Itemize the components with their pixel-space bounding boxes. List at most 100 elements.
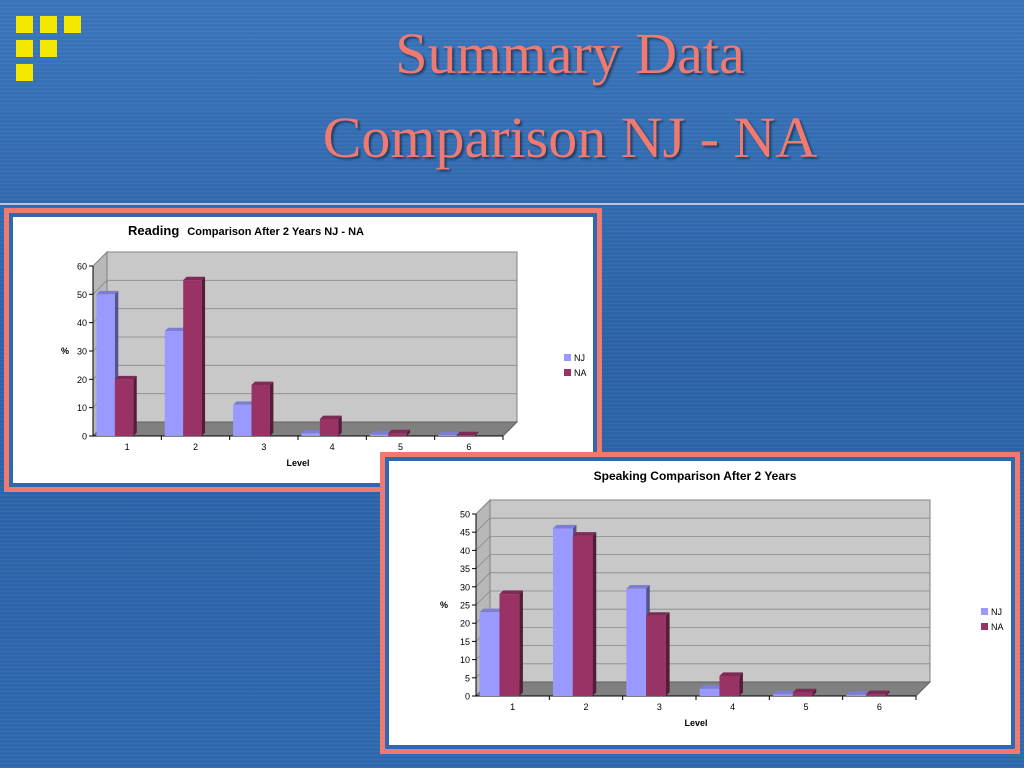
bar-side [201,276,206,436]
bar-front [369,434,389,436]
x-axis-label: Level [684,718,707,728]
bar-side [133,375,137,436]
bar-front [388,433,407,436]
y-tick-label: 25 [460,601,470,611]
bar-front [626,588,647,696]
x-tick-label: 6 [877,702,882,712]
bar-top [319,415,342,419]
bar-front [479,612,500,696]
gridline-side [475,554,491,569]
bar-front [773,694,793,696]
y-tick-label: 0 [82,432,87,442]
slide-title-line1: Summary Data [395,21,745,86]
bar-top [183,276,206,281]
x-tick-label: 2 [193,442,198,452]
gridline-side [475,517,491,533]
reading-chart-panel: Reading Comparison After 2 Years NJ - NA 0… [13,217,593,483]
chart-title: Reading Comparison After 2 Years NJ - NA [128,223,364,238]
bar-top [626,584,650,589]
legend-swatch-na [981,623,988,630]
bar-na-level-2 [572,532,597,696]
bar-na-level-1 [114,375,137,436]
bar-front [572,535,593,696]
bar-front [719,675,740,696]
title-divider [0,203,1024,205]
bar-front [164,331,184,436]
bar-front [251,385,270,436]
bar-top [699,685,724,689]
gridline-side [92,280,108,295]
gridline-side [475,536,491,551]
legend-label-na: NA [574,368,587,378]
x-tick-label: 1 [125,442,130,452]
y-tick-label: 50 [77,290,87,300]
x-tick-label: 4 [730,702,735,712]
bar-side [519,590,523,696]
bar-front [456,435,475,436]
bar-front [792,692,813,696]
bar-top [114,375,137,380]
y-tick-label: 40 [77,318,87,328]
bar-front [699,688,720,696]
speaking-chart-panel: Speaking Comparison After 2 Years 0 5 10 15 2… [389,461,1011,745]
gridline-side [475,590,491,606]
bar-na-level-1 [499,590,523,696]
bar-top [572,532,597,536]
bar-side [474,431,479,436]
bar-top [646,612,670,616]
x-tick-label: 4 [330,442,335,452]
y-tick-label: 50 [460,510,470,520]
y-tick-label: 20 [460,619,470,629]
x-tick-label: 5 [803,702,808,712]
bar-na-level-3 [251,381,274,436]
y-tick-label: 0 [465,692,470,702]
bar-top [553,524,577,529]
bar-front [96,294,115,436]
bar-front [183,280,202,436]
bar-side [885,690,890,696]
bar-side [592,532,597,696]
legend-swatch-na [564,369,571,376]
bar-top [233,401,255,405]
bar-na-level-3 [646,612,670,696]
bar-na-level-6 [866,690,890,696]
speaking-chart: Speaking Comparison After 2 Years0510152… [440,469,1004,728]
y-tick-label: 45 [460,528,470,538]
y-axis-label: % [61,346,69,356]
bar-top [479,608,504,613]
bar-front [553,528,573,696]
legend-label-nj: NJ [574,353,585,363]
bar-front [233,404,252,436]
bar-front [438,435,457,436]
bar-top [251,381,274,385]
bar-na-level-5 [792,688,817,696]
bar-front [846,694,867,696]
legend-label-na: NA [991,622,1004,632]
reading-chart: Reading Comparison After 2 Years NJ - NA 0… [61,223,587,468]
x-tick-label: 6 [466,442,471,452]
legend-swatch-nj [564,354,571,361]
bar-na-level-6 [456,431,479,436]
chart-title: Speaking Comparison After 2 Years [594,469,797,483]
y-tick-label: 10 [460,655,470,665]
bar-side [665,612,670,696]
y-tick-label: 10 [77,403,87,413]
bar-side [739,672,743,696]
bar-top [301,429,324,434]
chart-title-main: Speaking Comparison After 2 Years [594,469,797,483]
bar-top [866,690,890,695]
bar-top [388,429,411,434]
x-tick-label: 3 [657,702,662,712]
chart-title-main: Reading [128,223,179,238]
bar-na-level-2 [183,276,206,436]
bar-top [773,690,797,695]
y-tick-label: 5 [465,673,470,683]
bar-front [646,615,666,696]
y-tick-label: 30 [77,347,87,357]
bar-top [164,327,187,332]
y-tick-label: 30 [460,582,470,592]
bar-top [846,691,870,695]
bar-top [369,431,392,435]
bar-side [338,415,342,436]
x-axis-label: Level [286,458,309,468]
